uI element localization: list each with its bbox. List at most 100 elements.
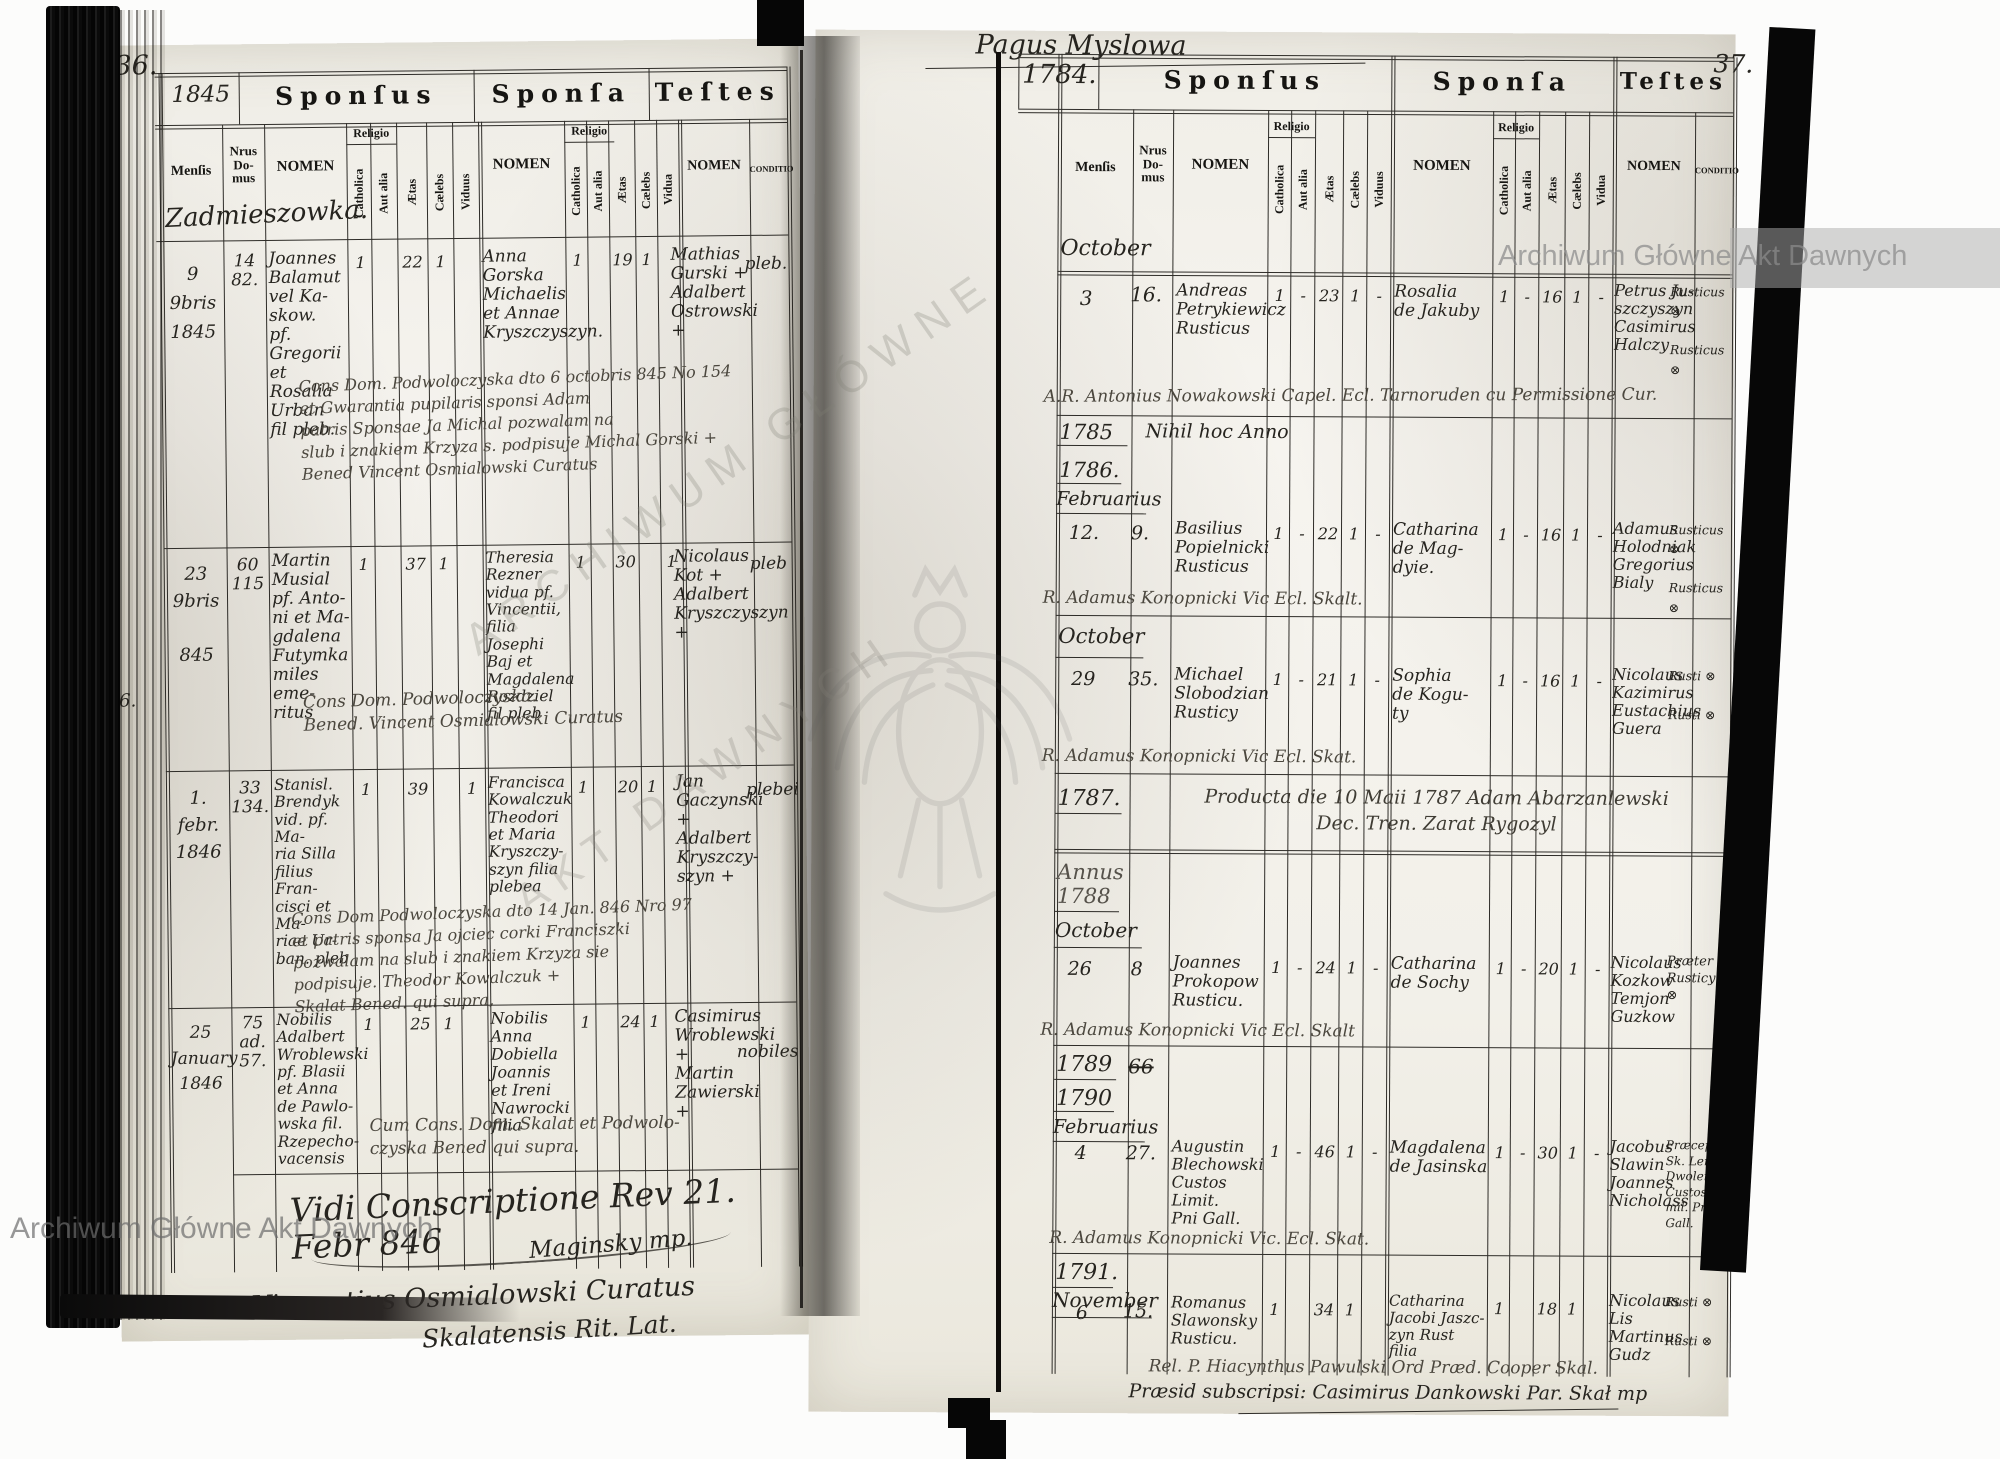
record-nrus: 35. xyxy=(1128,668,1159,691)
record-sponsa-caelebs: 1 xyxy=(1570,671,1581,691)
section-sponsus: Sponſus xyxy=(1163,65,1327,96)
year-annotation: 1786. xyxy=(1059,457,1120,483)
record-sponsus-nomen: Michael Slobodzian Rusticy xyxy=(1174,664,1270,723)
record-sponsus-aetas: 25 xyxy=(410,1014,431,1034)
record-sponsus-viduus: - xyxy=(1372,958,1379,978)
rule xyxy=(1493,138,1540,140)
rule xyxy=(346,143,397,146)
year-annotation: 1791. xyxy=(1055,1259,1119,1286)
record-nrus: 15. xyxy=(1122,1300,1154,1323)
rule xyxy=(1057,270,1733,276)
left-page: 36. 6. 1845 Sponſus Sponſa Teſtes Menſis xyxy=(108,38,812,1354)
record-nrus: 27. xyxy=(1125,1142,1157,1165)
record-sponsus-viduus: - xyxy=(1375,524,1381,544)
record-sponsa-catholica: 1 xyxy=(577,777,589,797)
record-day: 29 xyxy=(1071,667,1096,691)
record-nrus: 16. xyxy=(1130,282,1163,307)
record-sponsus-aetas: 23 xyxy=(1319,286,1340,306)
record-sponsus-aetas: 22 xyxy=(402,252,423,272)
record-sponsus-autalia: - xyxy=(1298,670,1304,690)
record-note: Cons Dom. Podwoloczyska dto 6 octobris 8… xyxy=(298,361,732,485)
record-sponsus-nomen: Nobilis Adalbert Wroblewski pf. Blasii e… xyxy=(276,1010,369,1168)
record-sponsa-caelebs: 1 xyxy=(1570,525,1582,545)
rule xyxy=(1018,108,1734,114)
bookmark-tab-top xyxy=(757,0,804,46)
record-sponsus-catholica: 1 xyxy=(1272,670,1283,690)
record-sponsa-catholica: 1 xyxy=(1495,959,1506,979)
record-sponsa-aetas: 20 xyxy=(1538,959,1559,979)
rule xyxy=(222,124,236,1273)
record-sponsa-aetas: 19 xyxy=(612,250,633,270)
col-label-aetas: Ætas xyxy=(404,179,419,206)
bookmark-tab-bottom xyxy=(966,1420,1006,1459)
year-annotation: Annus 1788 xyxy=(1057,859,1124,908)
rule xyxy=(1057,444,1128,447)
record-sponsa-nomen: Rosalia de Jakuby xyxy=(1394,281,1480,322)
record-sponsa-autalia: - xyxy=(1522,671,1528,691)
gutter-shadow xyxy=(780,36,860,1316)
record-testes-conditio: Rusti ⊗ Rusti ⊗ xyxy=(1668,668,1716,723)
col-header-mensis: Menſis xyxy=(170,163,212,179)
col-label-aetas: Ætas xyxy=(1545,177,1560,204)
record-sponsus-nomen: Augustin Blechowski Custos Limit. Pni Ga… xyxy=(1171,1136,1264,1228)
col-header-nomen-testes: NOMEN xyxy=(1627,158,1681,175)
col-header-nomen-sponsus: NOMEN xyxy=(276,158,335,175)
record-sponsus-nomen: Romanus Slawonsky Rusticu. xyxy=(1170,1292,1258,1348)
record-sponsa-autalia: - xyxy=(1520,959,1527,979)
col-header-nomen-sponsa: NOMEN xyxy=(492,156,551,173)
record-sponsus-caelebs: 1 xyxy=(438,554,449,574)
record-sponsus-nomen: Joannes Prokopow Rusticu. xyxy=(1172,952,1259,1011)
record-sponsus-caelebs: 1 xyxy=(1346,958,1357,978)
record-sponsus-viduus: - xyxy=(1372,1142,1378,1162)
year-label: 1845 xyxy=(171,81,231,108)
book-spine xyxy=(46,6,120,1328)
record-sponsa-nomen: Anna Gorska Michaelis et Annae Kryszczys… xyxy=(482,246,604,343)
year-annotation: 1785 xyxy=(1059,419,1114,445)
record-sponsa-catholica: 1 xyxy=(580,1012,591,1032)
celebrant-note: R. Adamus Konopnicki Vic Ecl. Skalt xyxy=(1040,1019,1356,1042)
record-sponsus-nomen: Basilius Popielnicki Rusticus xyxy=(1174,518,1270,577)
record-testes-conditio: Rusticus ⊗ Rusticus ⊗ xyxy=(1669,284,1725,377)
section-sponsa: Sponſa xyxy=(1432,66,1573,97)
col-header-nomen-sponsa: NOMEN xyxy=(1413,157,1471,175)
col-label-aetas: Ætas xyxy=(614,176,629,204)
celebrant-note: R. Adamus Konopnicki Vic. Ecl. Skat. xyxy=(1049,1227,1370,1250)
rule xyxy=(1053,1110,1114,1113)
record-sponsa-nomen: Catharina de Sochy xyxy=(1390,953,1477,994)
record-sponsa-autalia: - xyxy=(1524,287,1530,307)
record-sponsa-nomen: Catharina de Mag- dyie. xyxy=(1392,519,1479,578)
record-note: Cons Dom. Podwoloczyska. Bened. Vincent … xyxy=(302,686,624,737)
record-sponsa-caelebs: 1 xyxy=(1567,1143,1578,1163)
record-sponsa-aetas: 16 xyxy=(1539,671,1561,691)
record-sponsus-catholica: 1 xyxy=(1269,1299,1280,1320)
col-label-aetas: Ætas xyxy=(1322,175,1337,203)
subscription-note: Præsid subscripsi: Casimirus Dankowski P… xyxy=(1128,1380,1648,1405)
col-label-caelebs: Cælebs xyxy=(432,173,447,211)
record-sponsus-aetas: 34 xyxy=(1313,1300,1335,1320)
record-nrus: 60 115 xyxy=(231,555,265,595)
record-sponsus-aetas: 24 xyxy=(1315,958,1336,978)
celebrant-note: R. Adamus Konopnicki Vic Ecl. Skalt. xyxy=(1042,587,1363,610)
col-label-aut-alia: Aut alia xyxy=(590,169,605,212)
col-label-aut-alia: Aut alia xyxy=(376,172,391,214)
col-header-nrus-domus: Nrus Do- mus xyxy=(229,143,258,186)
record-sponsa-caelebs: 1 xyxy=(1572,287,1583,307)
col-header-religio-sponsus: Religio xyxy=(353,125,390,141)
rule xyxy=(1052,1252,1728,1258)
month-label: October xyxy=(1058,623,1145,649)
month-label: Februarius xyxy=(1052,1115,1159,1139)
record-testes-conditio: Rusti ⊗ Rusti ⊗ xyxy=(1664,1294,1713,1349)
record-sponsa-vidua: - xyxy=(1597,525,1603,545)
record-mensis: 1. febr. 1846 xyxy=(175,787,222,863)
record-sponsa-nomen: Sophia de Kogu- ty xyxy=(1391,665,1469,724)
col-header-nomen-sponsus: NOMEN xyxy=(1191,156,1250,173)
col-header-nrus-domus: Nrus Do- mus xyxy=(1139,142,1167,185)
record-sponsus-caelebs: 1 xyxy=(1350,286,1361,306)
record-sponsus-viduus: - xyxy=(1376,286,1382,306)
record-sponsus-catholica: 1 xyxy=(1273,524,1284,544)
rule xyxy=(564,141,615,144)
record-sponsa-aetas: 30 xyxy=(615,552,636,572)
col-label-aut-alia: Aut alia xyxy=(1295,168,1310,210)
col-header-religio-sponsa: Religio xyxy=(571,123,608,138)
